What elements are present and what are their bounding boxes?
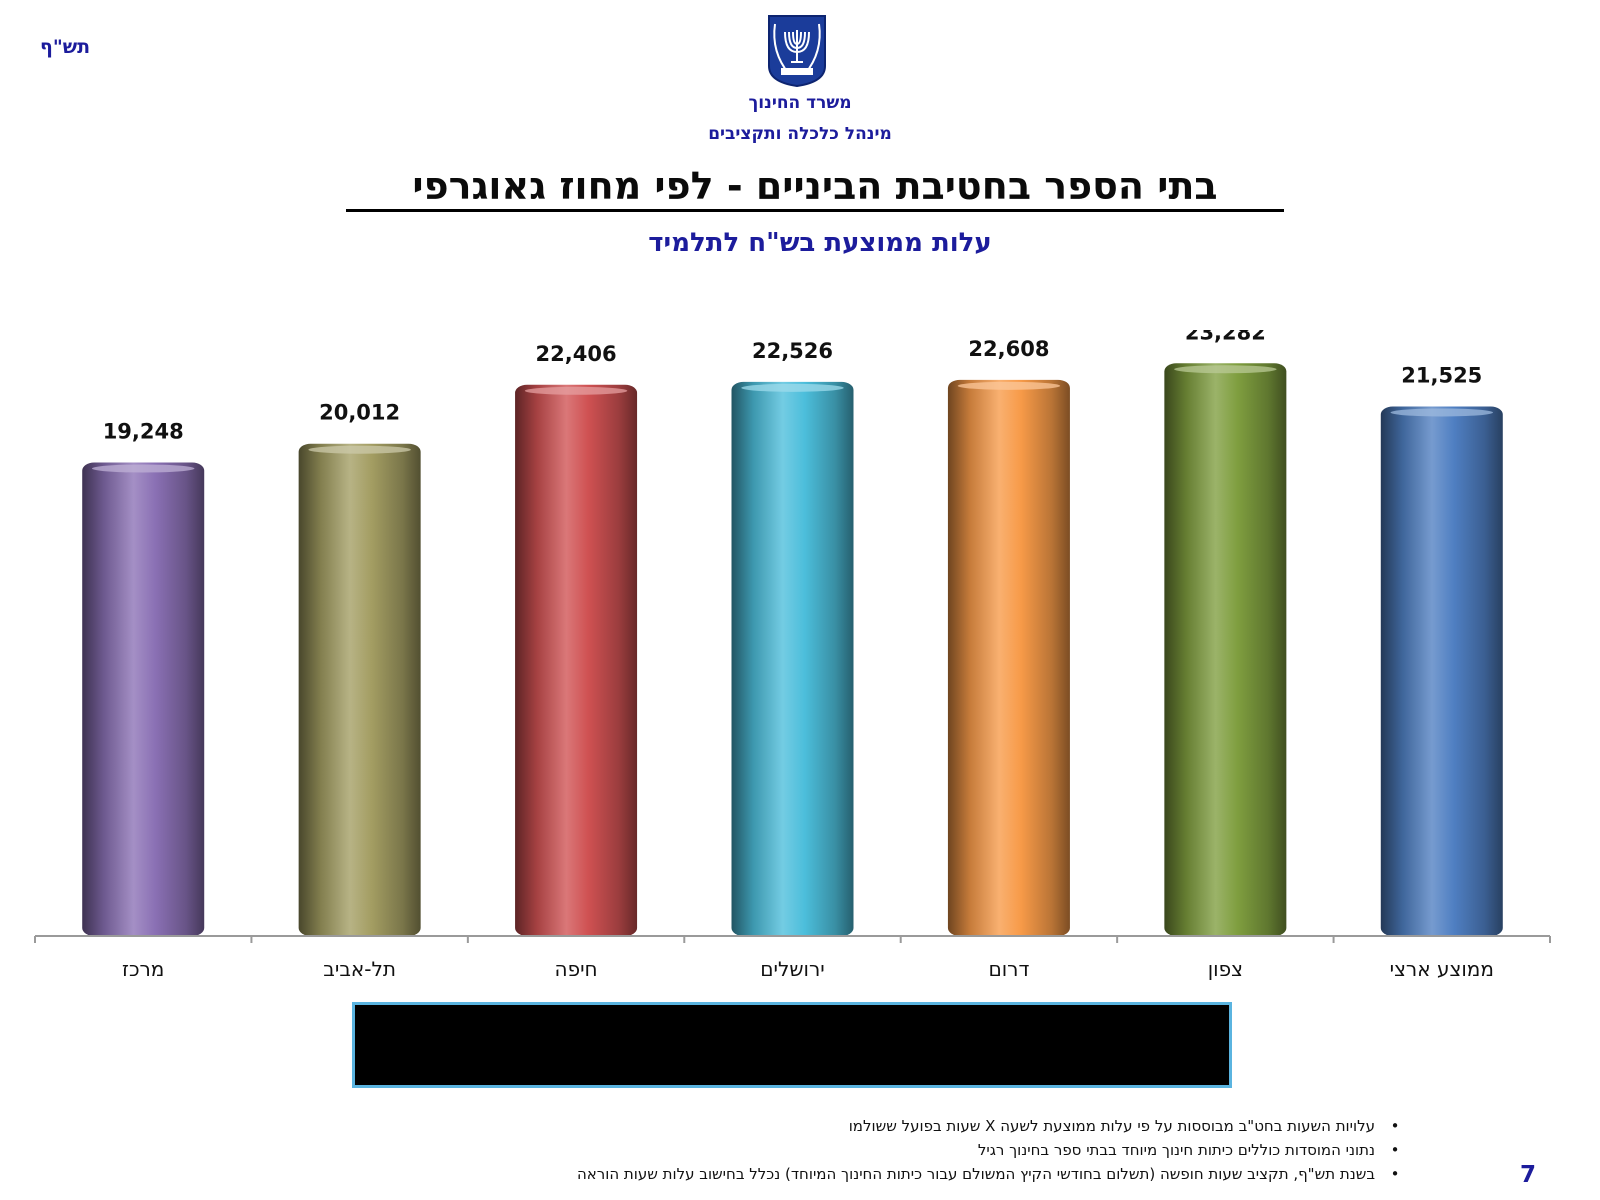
bar-highlight	[308, 445, 411, 454]
page-title: בתי הספר בחטיבת הביניים - לפי מחוז גאוגר…	[346, 163, 1284, 212]
bar-value-label: 21,525	[1401, 363, 1482, 387]
year-tag: תש"ף	[40, 36, 91, 58]
bar	[298, 443, 421, 936]
bar-chart: 19,248 20,012 22,406 22,526 22,608 23,282 21,5…	[34, 330, 1551, 981]
division-name: מינהל כלכלה ותקציבים	[708, 124, 892, 144]
bar-highlight	[91, 464, 195, 473]
bar-value-label: 23,282	[1185, 330, 1266, 344]
bar-value-label: 22,526	[752, 339, 833, 363]
footnote-item: עלויות השעות בחט"ב מבוססות על פי עלות ממ…	[315, 1114, 1415, 1138]
bar-highlight	[1174, 365, 1277, 374]
bar-value-label: 19,248	[103, 419, 184, 443]
bar-highlight	[1390, 408, 1494, 417]
bar	[947, 379, 1070, 936]
page-number: 7	[1520, 1162, 1537, 1188]
bar-value-label: 22,608	[968, 337, 1049, 361]
footnote-item: בשנת תש"ף, תקציב שעות חופשה (תשלום בחודש…	[315, 1162, 1415, 1186]
state-emblem-icon	[768, 15, 826, 88]
category-label: תל-אביב	[323, 957, 396, 981]
bar-highlight	[957, 381, 1061, 390]
ministry-name: משרד החינוך	[748, 93, 852, 113]
bar	[731, 381, 854, 936]
category-label: ירושלים	[760, 957, 825, 981]
category-label: ממוצע ארצי	[1390, 957, 1494, 981]
bar	[1380, 406, 1503, 936]
footnote-item: נתוני המוסדות כוללים כיתות חינוך מיוחד ב…	[315, 1138, 1415, 1162]
bars-layer: 19,248 20,012 22,406 22,526 22,608 23,282 21,5…	[82, 330, 1503, 937]
category-label: דרום	[988, 957, 1029, 981]
bar	[1164, 363, 1287, 936]
bar	[515, 384, 638, 937]
category-label: חיפה	[555, 957, 598, 981]
x-axis: מרכז תל-אביב חיפה ירושלים דרום צפון ממוצע ארצי	[34, 935, 1551, 981]
bar-value-label: 22,406	[536, 342, 617, 366]
category-label: מרכז	[122, 957, 164, 981]
bar	[82, 462, 205, 936]
bar-highlight	[524, 386, 628, 395]
footnotes-list: עלויות השעות בחט"ב מבוססות על פי עלות ממ…	[315, 1114, 1415, 1186]
chart-subtitle: עלות ממוצעת בש"ח לתלמיד	[648, 228, 992, 258]
category-label: צפון	[1208, 957, 1243, 981]
redacted-box	[352, 1002, 1232, 1088]
bar-highlight	[741, 383, 844, 392]
bar-value-label: 20,012	[319, 401, 400, 425]
